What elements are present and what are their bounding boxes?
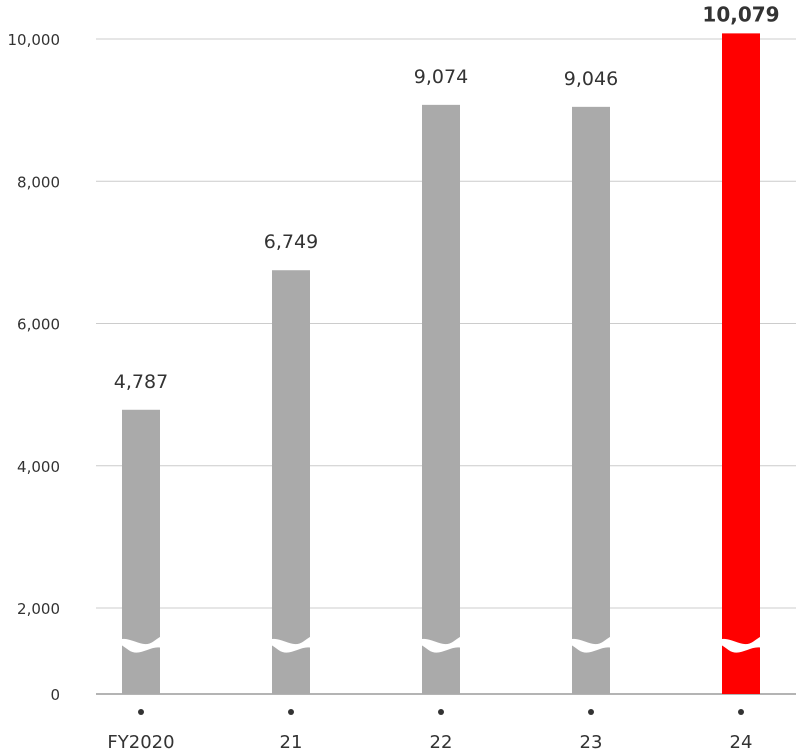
value-labels: 4,787 6,749 9,074 9,046 10,079	[114, 2, 780, 392]
axis-break-line	[115, 634, 167, 646]
y-tick-label: 10,000	[8, 31, 61, 49]
x-tick-label: 22	[430, 732, 453, 750]
bar	[422, 104, 460, 694]
y-axis-ticks: 0 2,000 4,000 6,000 8,000 10,000	[8, 31, 61, 704]
y-tick-label: 4,000	[17, 458, 60, 476]
x-tick-label: 24	[730, 732, 753, 750]
x-tick-label: 21	[280, 732, 303, 750]
value-label: 6,749	[264, 231, 318, 253]
x-tick-dot	[738, 709, 744, 715]
x-tick-dot	[588, 709, 594, 715]
bars	[122, 33, 760, 695]
value-label: 9,074	[414, 66, 468, 88]
axis-break-gap	[716, 635, 766, 653]
axis-break-gap	[266, 635, 316, 653]
y-tick-label: 0	[50, 686, 60, 704]
x-tick-label: 23	[580, 732, 603, 750]
x-axis-ticks: FY2020 21 22 23 24	[107, 709, 752, 750]
x-tick-dot	[138, 709, 144, 715]
bar	[572, 106, 610, 694]
x-tick-dot	[438, 709, 444, 715]
axis-break-gap	[566, 635, 616, 653]
y-tick-label: 8,000	[17, 173, 60, 191]
x-tick-label: FY2020	[107, 732, 174, 750]
axis-break-line	[715, 634, 767, 646]
axis-break-gap	[416, 635, 466, 653]
axis-breaks	[115, 634, 767, 653]
axis-break-line	[565, 634, 617, 646]
value-label: 4,787	[114, 371, 168, 393]
value-label: 10,079	[702, 2, 779, 26]
y-tick-label: 6,000	[17, 316, 60, 334]
bar-highlight	[722, 33, 760, 695]
axis-break-line	[415, 634, 467, 646]
value-label: 9,046	[564, 68, 618, 90]
bar	[272, 270, 310, 694]
y-tick-label: 2,000	[17, 600, 60, 618]
axis-break-gap	[116, 635, 166, 653]
x-tick-dot	[288, 709, 294, 715]
axis-break-line	[265, 634, 317, 646]
